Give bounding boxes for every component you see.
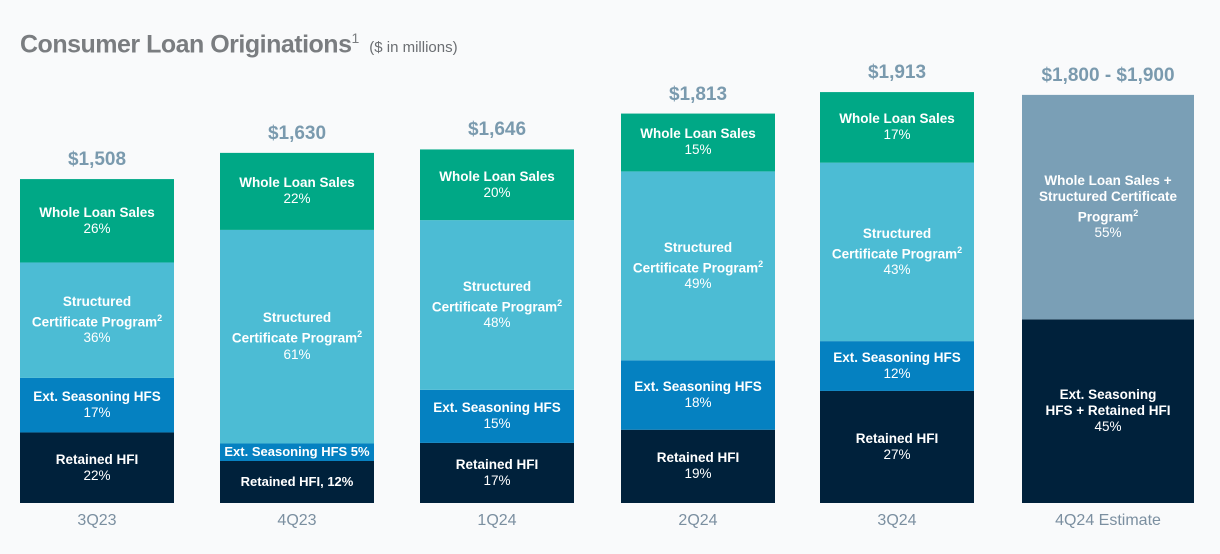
- bar-total-label: $1,800 - $1,900: [1041, 64, 1175, 86]
- bar-total-label: $1,508: [67, 149, 127, 171]
- bar-segment-1Q24-whole_loan_sales: [420, 149, 574, 221]
- bar-total-label: $1,913: [867, 62, 927, 84]
- category-label: 1Q24: [477, 512, 517, 529]
- category-label: 2Q24: [678, 512, 718, 529]
- bar-segment-3Q24-retained_hfi: [820, 390, 974, 503]
- bar-segment-4Q23-ext_seasoning: [220, 443, 374, 461]
- bar-segment-3Q24-ext_seasoning: [820, 341, 974, 391]
- bar-segment-1Q24-retained_hfi: [420, 442, 574, 503]
- bar-total-label: $1,813: [668, 83, 728, 105]
- category-label: 3Q23: [77, 512, 117, 529]
- chart-title-text: Consumer Loan Originations: [20, 30, 352, 59]
- bar-segment-3Q24-whole_loan_sales: [820, 92, 974, 163]
- bar-segment-4Q23-retained_hfi: [220, 460, 374, 503]
- category-label: 3Q24: [877, 512, 917, 529]
- bar-segment-3Q23-ext_seasoning: [20, 377, 174, 433]
- bar-segment-1Q24-ext_seasoning: [420, 389, 574, 443]
- title-footnote: 1: [351, 30, 359, 46]
- bar-segment-4Q23-structured_certificate: [220, 229, 374, 444]
- category-label: 4Q23: [277, 512, 317, 529]
- bar-segment-1Q24-structured_certificate: [420, 220, 574, 390]
- bar-segment-4Q24 Estimate-estimate_bottom: [1022, 319, 1194, 503]
- bar-segment-4Q24 Estimate-estimate_top: [1022, 94, 1194, 320]
- category-label: 4Q24 Estimate: [1055, 512, 1161, 529]
- bar-segment-3Q23-structured_certificate: [20, 262, 174, 378]
- bar-segment-2Q24-ext_seasoning: [621, 360, 775, 430]
- bar-segment-2Q24-retained_hfi: [621, 429, 775, 503]
- chart-title: Consumer Loan Originations1 ($ in millio…: [20, 30, 458, 59]
- chart-subtitle: ($ in millions): [369, 39, 458, 57]
- bar-segment-2Q24-whole_loan_sales: [621, 113, 775, 172]
- bar-segment-4Q23-whole_loan_sales: [220, 152, 374, 230]
- bar-segment-3Q23-whole_loan_sales: [20, 179, 174, 263]
- bar-segment-3Q23-retained_hfi: [20, 432, 174, 503]
- bar-segment-2Q24-structured_certificate: [621, 171, 775, 361]
- bar-segment-3Q24-structured_certificate: [820, 162, 974, 342]
- bar-total-label: $1,630: [267, 122, 327, 144]
- bar-total-label: $1,646: [467, 119, 527, 141]
